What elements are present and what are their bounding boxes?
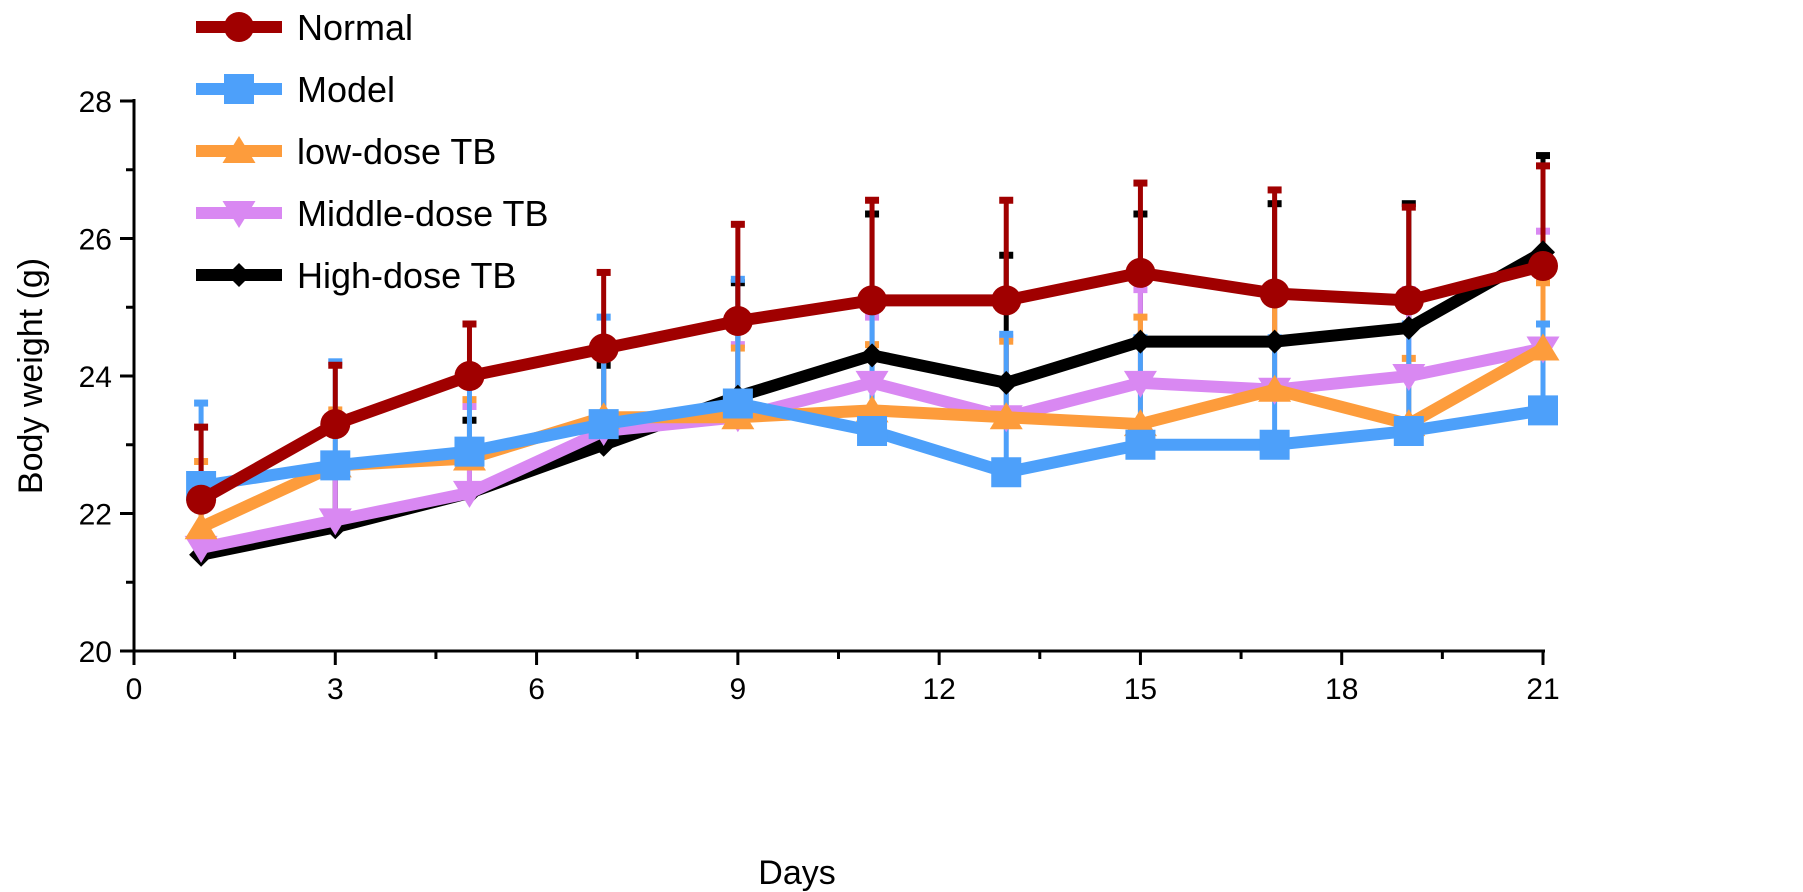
x-tick-label: 0	[126, 673, 143, 706]
x-tick-label: 9	[730, 673, 747, 706]
legend-label: low-dose TB	[297, 131, 496, 172]
marker-triangle-up	[184, 512, 218, 540]
legend: Normal Model low-dose TB Middle-dose TB High…	[196, 7, 548, 296]
marker-diamond	[860, 343, 885, 368]
y-tick-label: 20	[79, 636, 112, 669]
marker-triangle-up	[989, 402, 1023, 430]
y-tick-label: 24	[79, 361, 112, 394]
x-tick-label: 18	[1325, 673, 1358, 706]
x-tick-label: 3	[327, 673, 344, 706]
marker-circle	[588, 333, 619, 364]
legend-label: Normal	[297, 7, 413, 48]
series-model	[186, 388, 1558, 501]
legend-label: Model	[297, 69, 395, 110]
marker-triangle-down	[855, 370, 889, 398]
legend-item: Normal	[196, 7, 413, 48]
marker-circle	[224, 12, 254, 42]
marker-square	[1528, 395, 1558, 426]
marker-circle	[1393, 285, 1424, 316]
marker-diamond	[1128, 329, 1153, 354]
marker-square	[991, 457, 1022, 488]
marker-square	[857, 416, 888, 446]
x-tick-label: 15	[1124, 673, 1157, 706]
marker-diamond	[994, 370, 1019, 395]
marker-square	[320, 450, 351, 481]
marker-triangle-up	[1123, 409, 1157, 437]
y-axis-label: Body weight (g)	[12, 258, 50, 494]
marker-square	[454, 436, 485, 467]
x-axis-label: Days	[758, 854, 835, 892]
legend-item: Model	[196, 69, 395, 110]
marker-circle	[991, 285, 1022, 316]
marker-triangle-up	[1258, 374, 1292, 402]
legend-item: low-dose TB	[196, 131, 496, 172]
marker-diamond	[1262, 329, 1287, 354]
marker-circle	[857, 285, 888, 316]
marker-circle	[1259, 278, 1290, 309]
legend-label: High-dose TB	[297, 255, 516, 296]
marker-triangle-down	[222, 201, 256, 228]
marker-square	[588, 409, 619, 440]
marker-circle	[320, 409, 351, 440]
y-tick-label: 26	[79, 224, 112, 257]
marker-triangle-up	[1526, 333, 1560, 361]
marker-triangle-down	[318, 508, 352, 536]
marker-diamond	[1396, 315, 1421, 340]
marker-square	[1393, 416, 1424, 446]
marker-circle	[1125, 257, 1156, 288]
legend-label: Middle-dose TB	[297, 193, 548, 234]
y-tick-label: 22	[79, 499, 112, 532]
x-tick-label: 12	[922, 673, 955, 706]
series-lines	[184, 240, 1560, 567]
marker-circle	[186, 484, 217, 515]
marker-square	[1259, 429, 1290, 460]
marker-square	[1125, 429, 1156, 460]
marker-triangle-down	[1123, 370, 1157, 398]
marker-triangle-up	[855, 395, 889, 423]
marker-triangle-down	[1392, 364, 1426, 391]
x-tick-label: 6	[528, 673, 545, 706]
marker-square	[722, 388, 753, 419]
legend-item: Middle-dose TB	[196, 193, 548, 234]
marker-circle	[454, 361, 485, 391]
y-tick-label: 28	[79, 86, 112, 119]
marker-triangle-down	[452, 480, 486, 508]
marker-diamond	[227, 263, 251, 287]
x-tick-label: 21	[1526, 673, 1559, 706]
marker-square	[224, 74, 254, 104]
legend-item: High-dose TB	[196, 255, 516, 296]
marker-circle	[722, 306, 753, 336]
series-normal	[186, 251, 1558, 515]
axes: 0 3 6 9 12 15 18 21 20 22 24 26 28	[79, 86, 1560, 706]
marker-triangle-up	[222, 136, 256, 163]
marker-circle	[1528, 251, 1558, 281]
marker-triangle-down	[184, 535, 218, 563]
